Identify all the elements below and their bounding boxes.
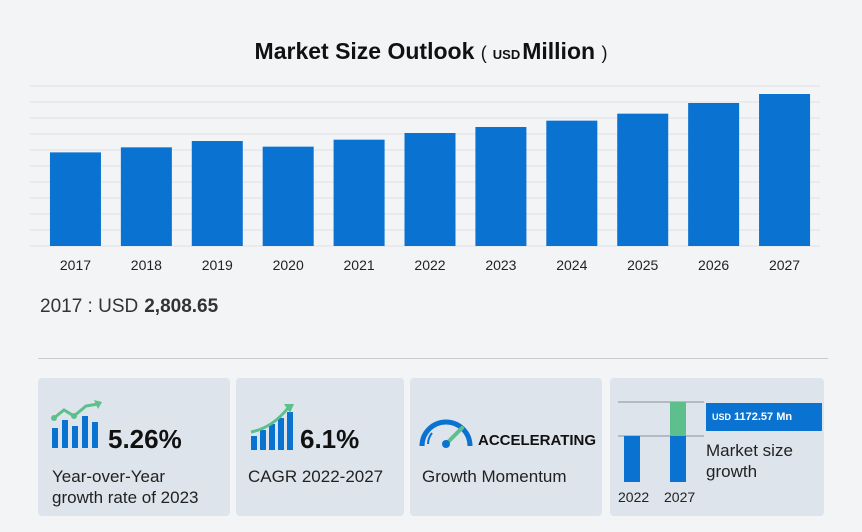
bar-2025[interactable]	[617, 113, 669, 247]
kpi-growth-label: Market size growth	[706, 440, 793, 482]
growth-value-badge: USD 1172.57 Mn	[706, 403, 822, 431]
bar-2018[interactable]	[120, 147, 172, 246]
mini-year-end: 2027	[664, 489, 696, 505]
bar-2024[interactable]	[546, 120, 598, 246]
bar-2019[interactable]	[191, 141, 243, 246]
speedometer-icon	[419, 419, 473, 448]
title-paren-open: (	[480, 43, 487, 63]
x-tick-label: 2027	[769, 257, 800, 273]
bar-2022[interactable]	[404, 133, 456, 246]
kpi-growth-label-line1: Market size	[706, 441, 793, 460]
section-divider	[38, 358, 828, 359]
growth-chart-icon	[51, 400, 102, 448]
x-tick-label: 2022	[414, 257, 445, 273]
bar-2021[interactable]	[333, 139, 385, 246]
growth-value-amount: 1172.57 Mn	[734, 411, 793, 423]
chart-title: Market Size Outlook ( USDMillion )	[0, 38, 862, 65]
market-growth-mini-chart	[618, 401, 704, 482]
kpi-card-growth	[610, 378, 824, 516]
kpi-yoy-label-line1: Year-over-Year	[52, 467, 166, 486]
mini-year-start: 2022	[618, 489, 650, 505]
x-tick-label: 2021	[344, 257, 375, 273]
kpi-yoy-label-line2: growth rate of 2023	[52, 488, 199, 507]
x-tick-label: 2026	[698, 257, 729, 273]
kpi-momentum-label: Growth Momentum	[422, 467, 567, 486]
bar-2017[interactable]	[49, 152, 101, 246]
bar-2027[interactable]	[759, 94, 811, 246]
x-tick-label: 2019	[202, 257, 233, 273]
mini-bar-2022	[624, 436, 640, 482]
kpi-yoy-label: Year-over-Year growth rate of 2023	[52, 466, 198, 508]
x-tick-label: 2017	[60, 257, 91, 273]
kpi-card-momentum	[410, 378, 602, 516]
bar-2020[interactable]	[262, 146, 314, 246]
kpi-growth-label-line2: growth	[706, 462, 758, 481]
title-paren-close: )	[601, 43, 608, 63]
kpi-cagr-value: 6.1%	[300, 424, 360, 454]
mini-bar-growth	[670, 402, 686, 436]
mini-bar-2027	[670, 436, 686, 482]
x-tick-label: 2025	[627, 257, 658, 273]
kpi-yoy-value: 5.26%	[108, 424, 182, 454]
x-tick-label: 2018	[131, 257, 162, 273]
start-value: 2017 : USD 2,808.65	[40, 296, 218, 318]
start-value-prefix: 2017 : USD	[40, 296, 139, 317]
kpi-momentum-value: ACCELERATING	[478, 432, 597, 449]
chart-title-main: Market Size Outlook	[254, 38, 475, 64]
title-currency: USD	[492, 47, 521, 62]
cagr-chart-icon	[250, 404, 294, 450]
bar-chart: 2017 2018 2019 2020 2021 2022 2023 2024 2025 2026…	[30, 85, 820, 273]
x-tick-label: 2023	[485, 257, 516, 273]
kpi-card-yoy	[38, 378, 230, 516]
x-tick-label: 2024	[556, 257, 587, 273]
start-value-number: 2,808.65	[144, 296, 219, 317]
kpi-cagr-label: CAGR 2022-2027	[248, 467, 384, 486]
bar-2023[interactable]	[475, 127, 527, 246]
growth-value-currency: USD	[712, 412, 732, 422]
title-scale: Million	[522, 38, 596, 64]
bar-2026[interactable]	[688, 103, 740, 246]
x-tick-label: 2020	[273, 257, 304, 273]
